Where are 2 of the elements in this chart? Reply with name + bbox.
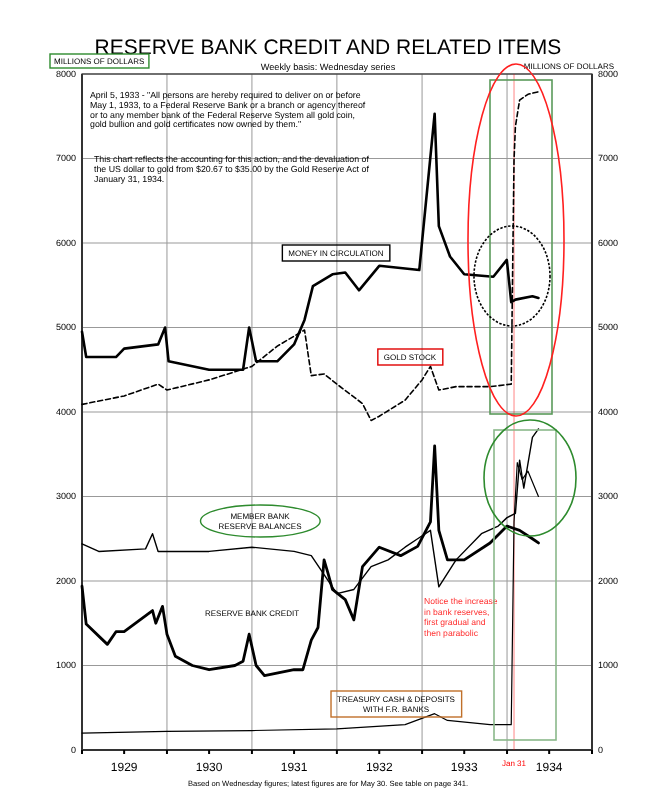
chart-title: RESERVE BANK CREDIT AND RELATED ITEMS	[94, 36, 562, 60]
line-series	[81, 90, 540, 422]
